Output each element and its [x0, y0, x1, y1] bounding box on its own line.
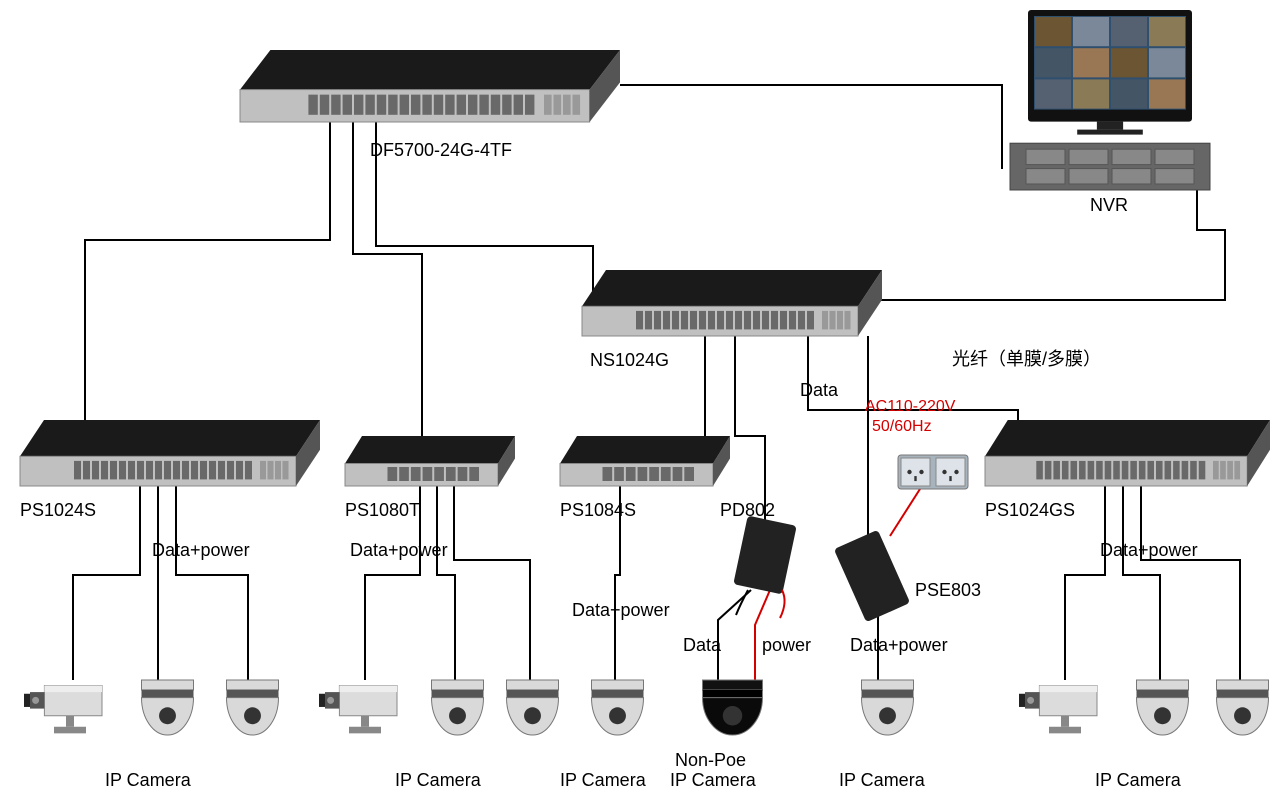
- cam6_box: [1019, 686, 1097, 734]
- annotation-0: 光纤（单膜/多膜）: [952, 345, 1101, 371]
- core_switch-label: DF5700-24G-4TF: [370, 140, 512, 161]
- edge: [437, 486, 455, 680]
- annotation-6: Data+power: [572, 600, 670, 621]
- annotation-7: Data: [683, 635, 721, 656]
- nvr-label: NVR: [1090, 195, 1128, 216]
- annotation-16: IP Camera: [839, 770, 925, 791]
- ns1024g: [582, 270, 882, 336]
- cam2_dome2: [507, 680, 559, 735]
- ps1024s-label: PS1024S: [20, 500, 96, 521]
- cam6_dome1: [1137, 680, 1189, 735]
- cam1_dome2: [227, 680, 279, 735]
- nvr: [1010, 10, 1210, 190]
- cam1_dome1: [142, 680, 194, 735]
- annotation-2: AC110-220V: [865, 398, 955, 416]
- annotation-15: IP Camera: [670, 770, 756, 791]
- edge: [454, 486, 530, 680]
- annotation-11: IP Camera: [105, 770, 191, 791]
- pd802-label: PD802: [720, 500, 775, 521]
- edge: [875, 190, 1225, 300]
- ps1024gs-label: PS1024GS: [985, 500, 1075, 521]
- ps1084s-label: PS1084S: [560, 500, 636, 521]
- edge: [620, 85, 1002, 169]
- ps1024gs: [985, 420, 1270, 486]
- annotation-10: Data+power: [1100, 540, 1198, 561]
- edge: [353, 122, 422, 436]
- cam1_box: [24, 686, 102, 734]
- annotation-3: 50/60Hz: [872, 418, 932, 436]
- edge: [1141, 486, 1240, 680]
- cam3_dome: [592, 680, 644, 735]
- pse803: [834, 530, 910, 623]
- annotation-8: power: [762, 635, 811, 656]
- pse803-label: PSE803: [915, 580, 981, 601]
- cam6_dome2: [1217, 680, 1269, 735]
- ps1084s: [560, 436, 730, 486]
- annotation-13: IP Camera: [560, 770, 646, 791]
- ps1024s: [20, 420, 320, 486]
- annotation-4: Data+power: [152, 540, 250, 561]
- cam5_dome: [862, 680, 914, 735]
- ns1024g-label: NS1024G: [590, 350, 669, 371]
- annotation-9: Data+power: [850, 635, 948, 656]
- edge: [718, 590, 751, 680]
- socket: [898, 455, 968, 489]
- edge: [85, 122, 330, 420]
- cam4_nonpoe: [703, 680, 763, 735]
- annotation-14: Non-Poe: [675, 750, 746, 771]
- annotation-12: IP Camera: [395, 770, 481, 791]
- ps1080t: [345, 436, 515, 486]
- annotation-5: Data+power: [350, 540, 448, 561]
- cam2_box: [319, 686, 397, 734]
- core_switch: [240, 50, 620, 122]
- cam2_dome1: [432, 680, 484, 735]
- annotation-1: Data: [800, 380, 838, 401]
- ps1080t-label: PS1080T: [345, 500, 420, 521]
- diagram-canvas: [0, 0, 1280, 806]
- annotation-17: IP Camera: [1095, 770, 1181, 791]
- edge: [890, 489, 920, 536]
- edge: [176, 486, 248, 680]
- edge: [735, 336, 765, 520]
